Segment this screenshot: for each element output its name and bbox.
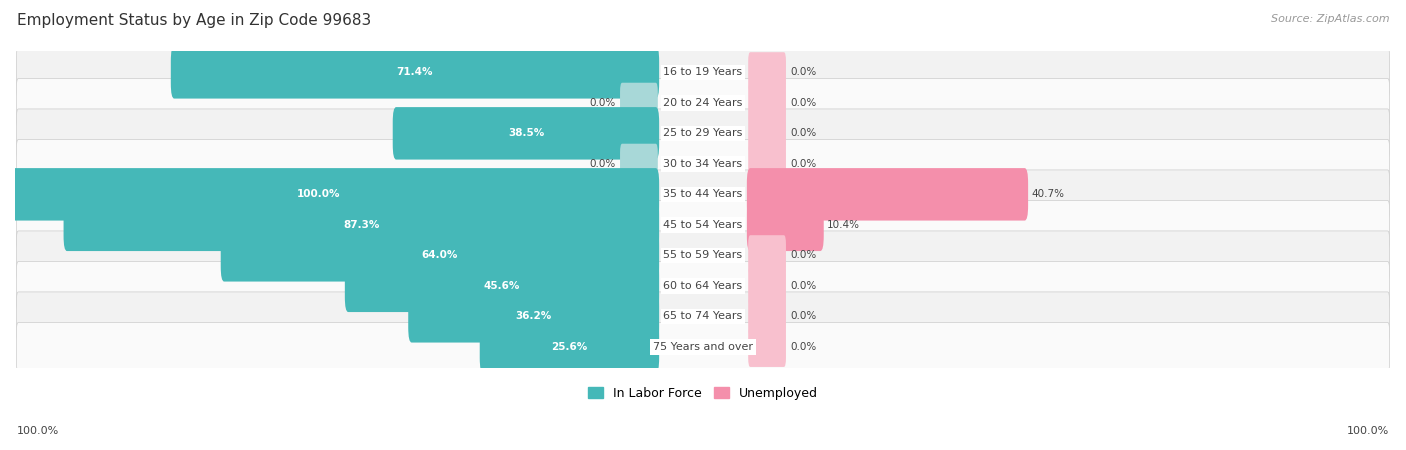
Text: 25 to 29 Years: 25 to 29 Years — [664, 128, 742, 138]
Text: 75 Years and over: 75 Years and over — [652, 342, 754, 352]
Text: 20 to 24 Years: 20 to 24 Years — [664, 98, 742, 108]
FancyBboxPatch shape — [620, 144, 658, 184]
Text: 45.6%: 45.6% — [484, 281, 520, 291]
Text: 100.0%: 100.0% — [17, 427, 59, 436]
Text: 0.0%: 0.0% — [589, 98, 616, 108]
Text: 38.5%: 38.5% — [508, 128, 544, 138]
FancyBboxPatch shape — [748, 235, 786, 275]
Text: 87.3%: 87.3% — [343, 220, 380, 230]
Text: 16 to 19 Years: 16 to 19 Years — [664, 68, 742, 77]
FancyBboxPatch shape — [620, 83, 658, 123]
Text: 0.0%: 0.0% — [790, 128, 817, 138]
Text: 100.0%: 100.0% — [1347, 427, 1389, 436]
FancyBboxPatch shape — [17, 231, 1389, 280]
FancyBboxPatch shape — [17, 109, 1389, 158]
Text: 30 to 34 Years: 30 to 34 Years — [664, 159, 742, 169]
FancyBboxPatch shape — [17, 322, 1389, 371]
Text: 0.0%: 0.0% — [790, 281, 817, 291]
Text: 45 to 54 Years: 45 to 54 Years — [664, 220, 742, 230]
FancyBboxPatch shape — [748, 327, 786, 367]
Text: Source: ZipAtlas.com: Source: ZipAtlas.com — [1271, 14, 1389, 23]
FancyBboxPatch shape — [17, 48, 1389, 97]
FancyBboxPatch shape — [748, 83, 786, 123]
Text: 0.0%: 0.0% — [790, 159, 817, 169]
FancyBboxPatch shape — [747, 198, 824, 251]
Text: 0.0%: 0.0% — [790, 98, 817, 108]
FancyBboxPatch shape — [748, 296, 786, 337]
Text: 35 to 44 Years: 35 to 44 Years — [664, 189, 742, 199]
FancyBboxPatch shape — [748, 144, 786, 184]
Text: 64.0%: 64.0% — [422, 250, 458, 261]
FancyBboxPatch shape — [479, 320, 659, 373]
Text: Employment Status by Age in Zip Code 99683: Employment Status by Age in Zip Code 996… — [17, 14, 371, 28]
FancyBboxPatch shape — [17, 292, 1389, 341]
Text: 25.6%: 25.6% — [551, 342, 588, 352]
Text: 40.7%: 40.7% — [1032, 189, 1064, 199]
Text: 0.0%: 0.0% — [790, 342, 817, 352]
FancyBboxPatch shape — [17, 78, 1389, 127]
FancyBboxPatch shape — [392, 107, 659, 160]
FancyBboxPatch shape — [17, 200, 1389, 249]
FancyBboxPatch shape — [408, 290, 659, 342]
Text: 0.0%: 0.0% — [790, 311, 817, 321]
Text: 0.0%: 0.0% — [790, 68, 817, 77]
FancyBboxPatch shape — [747, 168, 1028, 220]
Text: 55 to 59 Years: 55 to 59 Years — [664, 250, 742, 261]
Text: 65 to 74 Years: 65 to 74 Years — [664, 311, 742, 321]
FancyBboxPatch shape — [17, 140, 1389, 188]
FancyBboxPatch shape — [748, 266, 786, 306]
Text: 0.0%: 0.0% — [589, 159, 616, 169]
Text: 0.0%: 0.0% — [790, 250, 817, 261]
FancyBboxPatch shape — [0, 168, 659, 220]
Text: 100.0%: 100.0% — [297, 189, 340, 199]
FancyBboxPatch shape — [170, 46, 659, 99]
Legend: In Labor Force, Unemployed: In Labor Force, Unemployed — [588, 387, 818, 400]
FancyBboxPatch shape — [63, 198, 659, 251]
FancyBboxPatch shape — [748, 113, 786, 153]
Text: 71.4%: 71.4% — [396, 68, 433, 77]
Text: 36.2%: 36.2% — [516, 311, 551, 321]
FancyBboxPatch shape — [221, 229, 659, 282]
FancyBboxPatch shape — [748, 52, 786, 93]
FancyBboxPatch shape — [17, 261, 1389, 310]
Text: 10.4%: 10.4% — [827, 220, 860, 230]
FancyBboxPatch shape — [17, 170, 1389, 219]
FancyBboxPatch shape — [344, 260, 659, 312]
Text: 60 to 64 Years: 60 to 64 Years — [664, 281, 742, 291]
